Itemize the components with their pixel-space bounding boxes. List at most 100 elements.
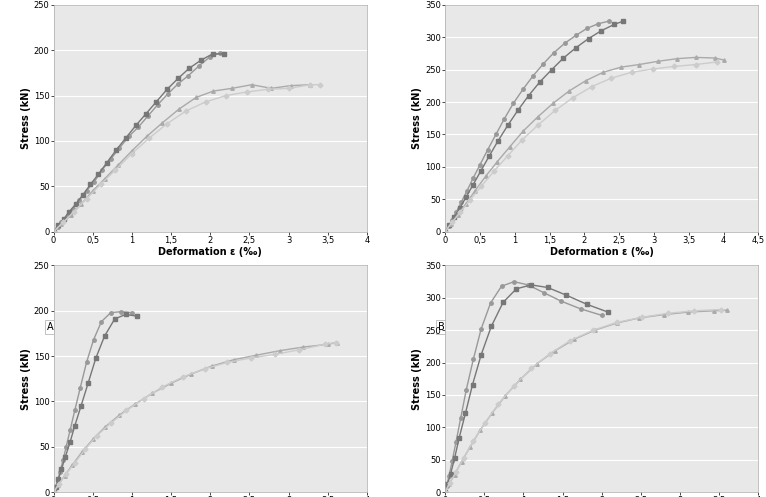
- E2 (Bar): [468, 382, 477, 388]
- E1 (Bar): [560, 40, 569, 46]
- E1 (Bar): [447, 458, 457, 464]
- Text: B: B: [438, 322, 445, 331]
- E4 (Coupler): [612, 320, 621, 326]
- E3 (Coupler): [709, 308, 719, 314]
- E3 (Coupler): [166, 380, 175, 386]
- Line: E4 (Coupler): E4 (Coupler): [52, 341, 337, 494]
- E2 (Bar): [61, 454, 70, 460]
- E2 (Bar): [512, 286, 521, 292]
- E2 (Bar): [514, 107, 523, 113]
- E4 (Coupler): [270, 351, 280, 357]
- Y-axis label: Stress (kN): Stress (kN): [412, 87, 422, 149]
- E1 (Bar): [97, 167, 106, 173]
- E1 (Bar): [215, 50, 224, 56]
- Y-axis label: Stress (kN): Stress (kN): [21, 348, 31, 410]
- E2 (Bar): [440, 489, 450, 495]
- E2 (Bar): [174, 76, 183, 82]
- E2 (Bar): [208, 51, 218, 57]
- E1 (Bar): [594, 21, 603, 27]
- E2 (Bar): [571, 45, 581, 51]
- E4 (Coupler): [494, 401, 503, 407]
- E3 (Coupler): [306, 82, 315, 87]
- E2 (Bar): [54, 222, 63, 228]
- E1 (Bar): [469, 356, 478, 362]
- E1 (Bar): [63, 212, 72, 218]
- E1 (Bar): [549, 50, 558, 56]
- E1 (Bar): [509, 100, 518, 106]
- E2 (Bar): [54, 476, 63, 482]
- E2 (Bar): [112, 147, 121, 153]
- E1 (Bar): [571, 32, 581, 38]
- E3 (Coupler): [267, 85, 276, 91]
- E2 (Bar): [484, 154, 493, 160]
- E4 (Coupler): [469, 438, 478, 444]
- E3 (Coupler): [481, 173, 490, 179]
- E3 (Coupler): [252, 352, 261, 358]
- E1 (Bar): [49, 229, 58, 235]
- E4 (Coupler): [607, 75, 616, 81]
- E2 (Bar): [110, 316, 119, 322]
- E1 (Bar): [440, 229, 450, 235]
- E4 (Coupler): [145, 135, 154, 141]
- E3 (Coupler): [673, 56, 682, 62]
- E2 (Bar): [443, 481, 452, 487]
- Line: E4 (Coupler): E4 (Coupler): [444, 60, 719, 233]
- E4 (Coupler): [201, 99, 210, 105]
- E2 (Bar): [121, 312, 130, 318]
- E3 (Coupler): [113, 163, 123, 168]
- E4 (Coupler): [712, 59, 722, 65]
- E4 (Coupler): [689, 308, 699, 314]
- E2 (Bar): [597, 28, 606, 34]
- E3 (Coupler): [565, 88, 574, 94]
- E1 (Bar): [97, 319, 106, 325]
- E2 (Bar): [121, 135, 130, 141]
- X-axis label: Deformation ε (‰): Deformation ε (‰): [159, 248, 262, 257]
- E3 (Coupler): [635, 62, 644, 68]
- E3 (Coupler): [617, 64, 626, 70]
- E3 (Coupler): [570, 336, 579, 342]
- E2 (Bar): [152, 99, 161, 105]
- E3 (Coupler): [722, 307, 732, 313]
- E1 (Bar): [444, 223, 453, 229]
- E4 (Coupler): [588, 83, 597, 89]
- E4 (Coupler): [70, 460, 80, 466]
- Line: E1 (Bar): E1 (Bar): [444, 280, 604, 494]
- E4 (Coupler): [648, 66, 657, 72]
- E2 (Bar): [93, 171, 103, 177]
- E2 (Bar): [461, 410, 470, 416]
- E3 (Coupler): [493, 159, 502, 165]
- E3 (Coupler): [653, 58, 663, 64]
- E4 (Coupler): [588, 327, 597, 333]
- E4 (Coupler): [480, 420, 489, 426]
- E1 (Bar): [447, 217, 457, 223]
- E4 (Coupler): [162, 121, 172, 127]
- E4 (Coupler): [122, 408, 131, 414]
- E1 (Bar): [457, 414, 466, 420]
- E3 (Coupler): [158, 120, 167, 126]
- E3 (Coupler): [516, 376, 525, 382]
- E3 (Coupler): [127, 148, 136, 154]
- E2 (Bar): [527, 282, 536, 288]
- E3 (Coupler): [457, 459, 466, 465]
- E4 (Coupler): [49, 489, 58, 495]
- Text: A: A: [47, 322, 54, 331]
- E2 (Bar): [131, 122, 140, 128]
- E2 (Bar): [524, 92, 533, 98]
- E3 (Coupler): [598, 69, 607, 75]
- E1 (Bar): [116, 309, 126, 315]
- E1 (Bar): [440, 489, 450, 495]
- E2 (Bar): [77, 403, 86, 409]
- E4 (Coupler): [716, 307, 725, 313]
- E1 (Bar): [462, 387, 471, 393]
- E2 (Bar): [64, 209, 74, 215]
- E1 (Bar): [468, 175, 477, 181]
- E3 (Coupler): [54, 482, 63, 488]
- E1 (Bar): [519, 86, 528, 92]
- E2 (Bar): [70, 423, 80, 429]
- E2 (Bar): [450, 214, 459, 220]
- E1 (Bar): [451, 438, 460, 444]
- E3 (Coupler): [581, 78, 591, 83]
- E4 (Coupler): [627, 69, 637, 75]
- E4 (Coupler): [295, 347, 304, 353]
- E3 (Coupler): [683, 309, 692, 315]
